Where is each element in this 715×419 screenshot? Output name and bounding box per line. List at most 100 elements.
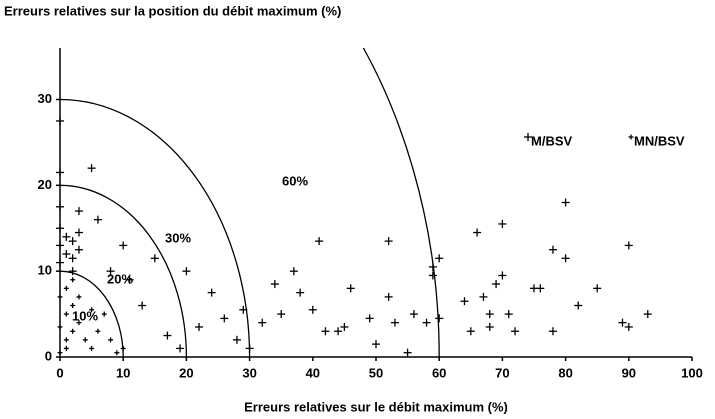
x-tick-label: 100: [681, 365, 703, 380]
point: [428, 262, 437, 271]
arc: [60, 184, 188, 358]
point: [365, 314, 374, 323]
point: [87, 164, 96, 173]
point: [56, 202, 64, 211]
point: [239, 305, 248, 314]
point: [70, 277, 76, 283]
point: [74, 245, 83, 254]
x-tick-label: 90: [622, 365, 636, 380]
point: [89, 345, 95, 351]
point: [220, 314, 229, 323]
point: [114, 350, 120, 356]
point: [643, 310, 652, 319]
point: [56, 241, 64, 250]
point: [56, 168, 64, 177]
point: [108, 337, 114, 343]
x-tick-label: 40: [306, 365, 320, 380]
point: [57, 324, 63, 330]
annotation: 30%: [165, 230, 191, 245]
point: [308, 305, 317, 314]
point: [618, 318, 627, 327]
point: [498, 271, 507, 280]
point: [498, 219, 507, 228]
legend-label: M/BSV: [531, 133, 573, 148]
point: [176, 344, 185, 353]
x-tick-label: 60: [432, 365, 446, 380]
y-tick-label: 10: [38, 263, 52, 278]
legend-marker: [628, 134, 634, 140]
point: [289, 267, 298, 276]
point: [56, 116, 64, 125]
point: [409, 310, 418, 319]
point: [57, 350, 63, 356]
point: [74, 228, 83, 237]
y-tick-label: 20: [38, 177, 52, 192]
point: [70, 328, 76, 334]
point: [466, 327, 475, 336]
point: [70, 303, 76, 308]
point: [63, 285, 69, 291]
legend-label: MN/BSV: [634, 133, 685, 148]
point: [62, 250, 71, 258]
arcs: [60, 48, 440, 358]
x-tick-label: 10: [116, 365, 130, 380]
point: [334, 327, 343, 336]
point: [435, 254, 444, 263]
x-tick-label: 80: [558, 365, 572, 380]
point: [485, 310, 494, 319]
point: [62, 232, 71, 241]
point: [403, 348, 412, 357]
y-tick-label: 0: [45, 348, 52, 363]
point: [624, 322, 633, 331]
point: [277, 310, 286, 319]
annotation: 60%: [282, 173, 308, 188]
point: [207, 288, 216, 297]
point: [561, 254, 570, 263]
point: [89, 307, 95, 313]
point: [150, 254, 159, 263]
point: [56, 224, 64, 233]
x-tick-label: 50: [369, 365, 383, 380]
point: [138, 301, 147, 310]
chart-title: Erreurs relatives sur la position du déb…: [4, 3, 341, 18]
point: [63, 345, 69, 351]
point: [384, 292, 393, 301]
y-tick-label: 30: [38, 91, 52, 106]
point: [384, 237, 393, 246]
point: [460, 297, 469, 306]
point: [372, 340, 380, 349]
point: [504, 310, 513, 319]
point: [321, 327, 330, 336]
point: [536, 284, 545, 293]
point: [245, 344, 254, 353]
point: [74, 207, 83, 216]
point: [95, 328, 101, 334]
point: [479, 292, 488, 301]
point: [561, 198, 570, 207]
point: [82, 337, 88, 343]
annotation: 10%: [72, 308, 98, 323]
point: [624, 241, 633, 250]
x-tick-label: 70: [495, 365, 509, 380]
x-tick-label: 30: [242, 365, 256, 380]
point: [76, 294, 82, 300]
point: [57, 294, 63, 300]
point: [511, 327, 520, 336]
point: [435, 314, 444, 323]
point: [93, 215, 102, 224]
point: [548, 245, 557, 254]
point: [258, 318, 267, 327]
point: [232, 335, 241, 344]
point: [195, 322, 204, 331]
point: [56, 258, 64, 267]
arc: [60, 98, 251, 358]
point: [182, 267, 191, 276]
point: [106, 267, 115, 276]
point: [485, 322, 494, 331]
point: [76, 320, 82, 326]
point: [270, 280, 279, 289]
point: [548, 327, 557, 336]
x-axis-label: Erreurs relatives sur le débit maximum (…: [244, 399, 508, 414]
annotation: 20%: [107, 271, 133, 286]
